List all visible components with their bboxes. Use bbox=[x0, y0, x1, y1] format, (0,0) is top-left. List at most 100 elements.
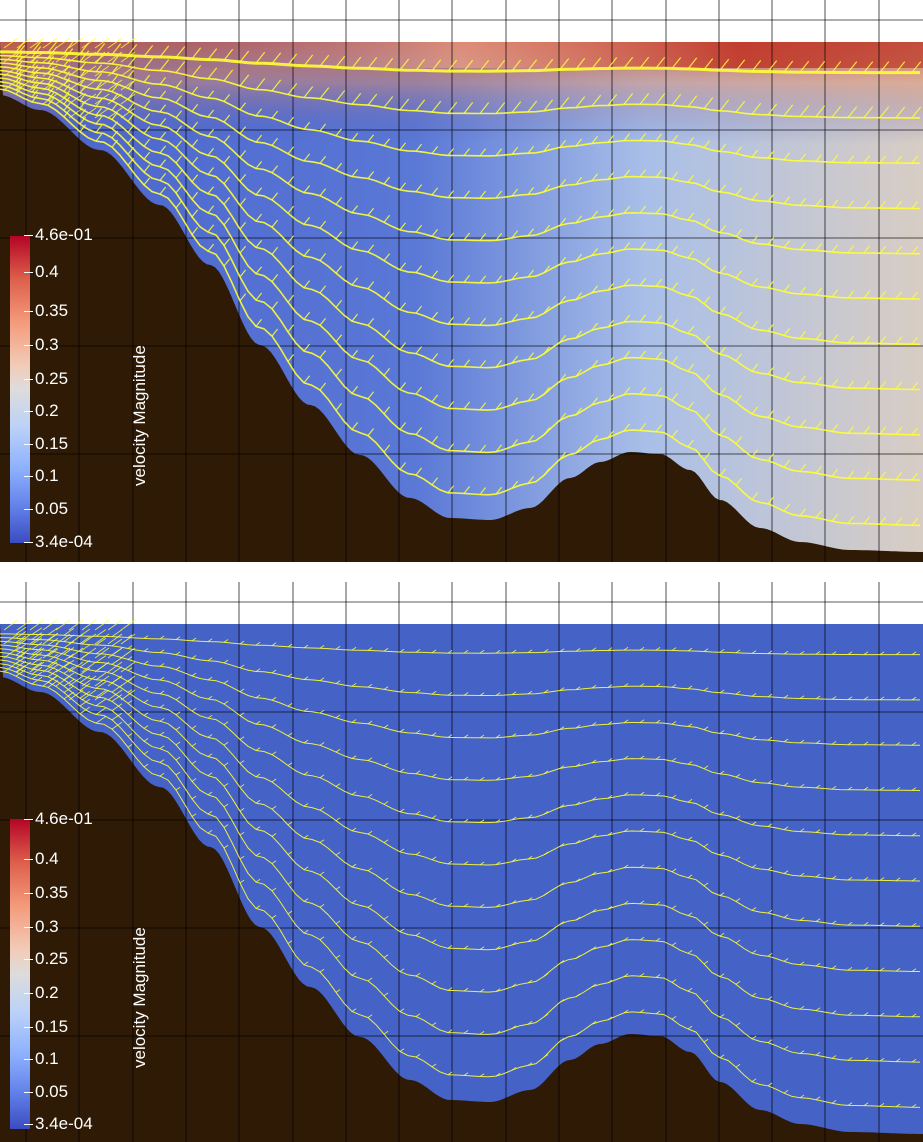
vector-glyph bbox=[207, 109, 215, 118]
vector-glyph bbox=[271, 246, 279, 255]
vector-glyph bbox=[879, 200, 887, 209]
vector-glyph bbox=[16, 51, 32, 63]
vector-glyph bbox=[95, 716, 107, 724]
vector-glyph bbox=[831, 199, 839, 208]
vector-glyph bbox=[287, 732, 293, 737]
vector-glyph bbox=[527, 269, 535, 278]
vector-glyph bbox=[751, 449, 759, 458]
vector-glyph bbox=[575, 57, 586, 70]
vector-glyph bbox=[847, 106, 858, 119]
vector-glyph bbox=[815, 332, 823, 340]
vector-glyph bbox=[81, 647, 97, 659]
vector-glyph bbox=[895, 472, 903, 480]
vector-glyph bbox=[255, 240, 263, 248]
vector-glyph bbox=[383, 954, 389, 958]
vector-glyph bbox=[143, 712, 149, 716]
vector-glyph bbox=[94, 51, 110, 63]
vector-glyph bbox=[81, 65, 97, 77]
vector-glyph bbox=[68, 619, 84, 631]
vector-glyph bbox=[783, 914, 789, 918]
vector-glyph bbox=[799, 197, 807, 206]
vector-glyph bbox=[895, 291, 903, 300]
vector-glyph bbox=[55, 79, 71, 91]
vector-glyph bbox=[111, 84, 119, 92]
streamline bbox=[0, 644, 921, 791]
vector-glyph bbox=[127, 124, 135, 133]
vector-glyph bbox=[783, 650, 789, 655]
vector-glyph bbox=[223, 721, 229, 725]
streamline bbox=[0, 670, 921, 1108]
vector-glyph bbox=[863, 106, 874, 119]
vector-glyph bbox=[42, 93, 58, 105]
vector-glyph bbox=[527, 187, 535, 195]
vector-glyph bbox=[239, 808, 245, 812]
vector-glyph bbox=[15, 635, 27, 643]
vector-glyph bbox=[95, 646, 107, 655]
vector-glyph bbox=[911, 106, 922, 119]
vector-glyph bbox=[815, 510, 823, 519]
vector-glyph bbox=[415, 143, 423, 152]
vector-glyph bbox=[591, 173, 599, 182]
vector-glyph bbox=[639, 278, 647, 286]
vector-glyph bbox=[255, 292, 263, 301]
vector-glyph bbox=[463, 401, 471, 410]
vector-glyph bbox=[303, 898, 309, 902]
vector-glyph bbox=[223, 680, 229, 684]
streamline bbox=[0, 54, 920, 119]
vector-glyph bbox=[55, 93, 71, 105]
vector-glyph bbox=[735, 394, 743, 403]
vector-glyph bbox=[703, 765, 709, 770]
vector-glyph bbox=[303, 248, 311, 257]
vector-glyph bbox=[559, 217, 567, 226]
vector-glyph bbox=[68, 107, 84, 119]
vector-glyph bbox=[719, 811, 725, 815]
vector-glyph bbox=[367, 977, 373, 982]
vector-glyph bbox=[287, 235, 295, 244]
vector-glyph bbox=[42, 65, 58, 77]
vector-glyph bbox=[47, 638, 59, 646]
vector-glyph bbox=[15, 660, 27, 669]
vector-glyph bbox=[68, 647, 84, 659]
vector-glyph bbox=[447, 945, 453, 949]
vector-glyph bbox=[543, 99, 554, 112]
vector-glyph bbox=[831, 741, 837, 745]
vector-glyph bbox=[63, 96, 71, 105]
vector-glyph bbox=[655, 169, 663, 178]
vector-glyph bbox=[223, 114, 231, 123]
vector-glyph bbox=[607, 134, 615, 143]
vector-glyph bbox=[655, 242, 663, 251]
vector-glyph bbox=[143, 57, 154, 70]
vector-glyph bbox=[120, 633, 136, 645]
vector-glyph bbox=[175, 786, 181, 791]
vector-glyph bbox=[671, 208, 679, 217]
vector-glyph bbox=[527, 145, 535, 154]
vector-glyph bbox=[223, 639, 229, 643]
vector-glyph bbox=[655, 424, 663, 433]
vector-glyph bbox=[831, 61, 842, 73]
vector-glyph bbox=[191, 156, 199, 165]
vector-glyph bbox=[191, 65, 202, 77]
vector-glyph bbox=[207, 48, 218, 60]
vector-glyph bbox=[447, 59, 458, 72]
vector-glyph bbox=[431, 939, 437, 943]
vector-glyph bbox=[591, 94, 602, 107]
vector-glyph bbox=[863, 200, 871, 209]
vector-glyph bbox=[687, 836, 693, 841]
vector-glyph bbox=[255, 905, 261, 909]
vector-glyph bbox=[463, 443, 471, 452]
vector-glyph bbox=[127, 634, 133, 638]
vector-glyph bbox=[120, 675, 136, 687]
vector-glyph bbox=[95, 629, 107, 637]
vector-glyph bbox=[120, 619, 136, 631]
vector-glyph bbox=[655, 901, 661, 906]
vector-glyph bbox=[223, 700, 229, 705]
vector-glyph bbox=[623, 205, 631, 214]
vector-glyph bbox=[81, 79, 97, 91]
vector-glyph bbox=[15, 648, 27, 656]
vector-glyph bbox=[303, 185, 311, 193]
vector-glyph bbox=[3, 51, 19, 63]
vector-glyph bbox=[527, 352, 535, 360]
vector-glyph bbox=[271, 328, 279, 337]
streamline bbox=[0, 84, 921, 481]
vector-glyph bbox=[351, 92, 362, 105]
